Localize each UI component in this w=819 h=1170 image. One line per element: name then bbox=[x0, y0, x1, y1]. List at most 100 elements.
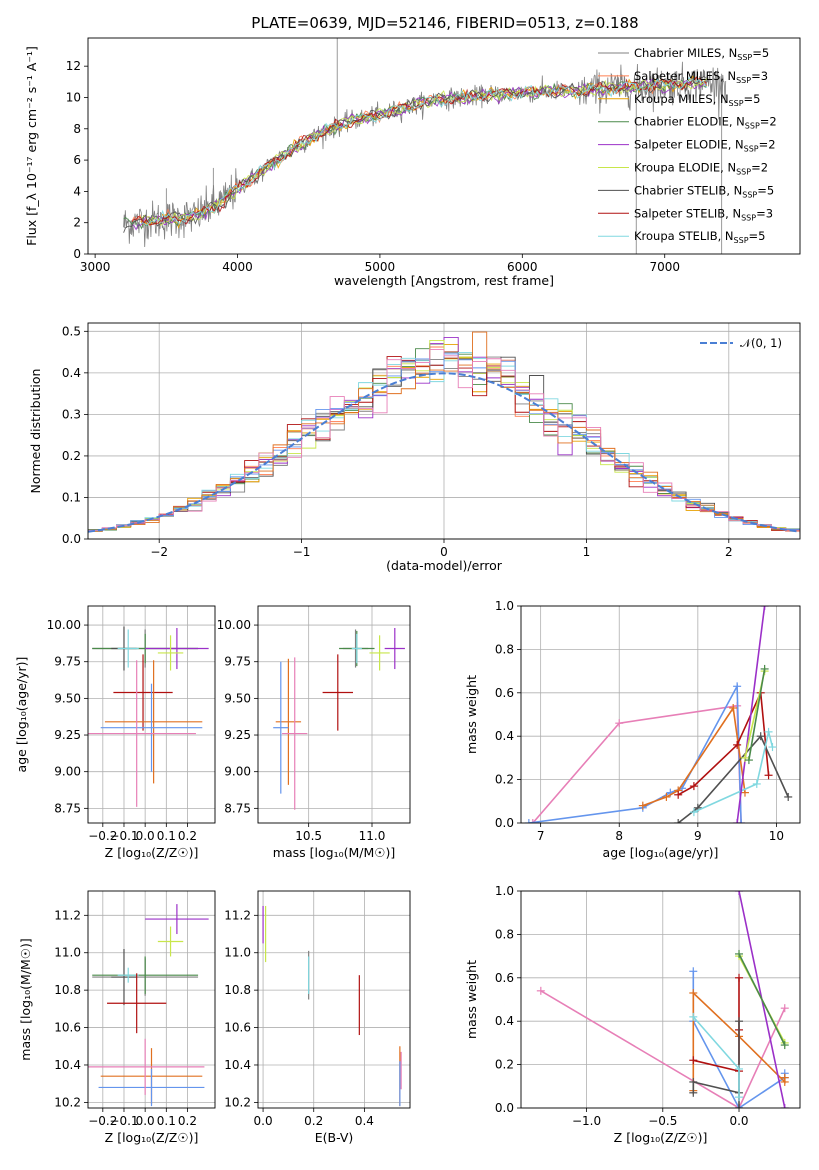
y-tick-label: 9.75 bbox=[54, 655, 81, 669]
weight-marker bbox=[735, 1064, 744, 1073]
y-tick-label: 9.75 bbox=[224, 655, 251, 669]
weight-series bbox=[642, 705, 746, 807]
data-point bbox=[145, 904, 209, 935]
x-tick-label: 5000 bbox=[365, 260, 396, 274]
x-tick-label: 9 bbox=[694, 829, 702, 843]
weight-marker bbox=[756, 732, 765, 741]
panel-mass_weight_vs_z: −1.0 −0.5 0.0 0.0 0.2 0.4 0.6 0.8 1.0 Z [log₁₀(Z/… bbox=[464, 884, 801, 1145]
panel-spectrum: 3000 4000 5000 6000 7000 0 2 4 6 8 10 12 wavelength … bbox=[24, 37, 801, 288]
x-tick-label: 0.2 bbox=[178, 1114, 197, 1128]
data-point bbox=[98, 1068, 205, 1107]
legend-label: Kroupa ELODIE, NSSP=2 bbox=[634, 161, 768, 177]
x-tick-label: 4000 bbox=[222, 260, 253, 274]
panel-age_vs_z: −0.2−0.10.0 0.1 0.2 8.75 9.00 9.25 9.50 9.75 10.… bbox=[14, 605, 216, 860]
data-point bbox=[107, 973, 167, 1034]
observed-spectrum bbox=[123, 61, 727, 248]
x-tick-label: −0.5 bbox=[648, 1114, 677, 1128]
axes-frame bbox=[87, 322, 801, 540]
data-point bbox=[275, 658, 302, 785]
y-tick-label: 10.6 bbox=[224, 1021, 251, 1035]
y-tick-label: 10.00 bbox=[217, 618, 251, 632]
x-tick-label: 1 bbox=[583, 545, 591, 559]
data-point bbox=[145, 627, 209, 670]
plot-area-mass_vs_z bbox=[88, 904, 209, 1107]
data-point bbox=[157, 926, 184, 957]
y-tick-label: 10.8 bbox=[54, 983, 81, 997]
weight-marker bbox=[615, 719, 624, 728]
y-tick-label: 11.0 bbox=[224, 946, 251, 960]
y-tick-label: 0.8 bbox=[495, 927, 514, 941]
legend-item: Salpeter ELODIE, NSSP=2 bbox=[598, 138, 776, 154]
plot-area-mass_weight_vs_z bbox=[536, 891, 789, 1108]
y-tick-label: 0.0 bbox=[495, 1101, 514, 1115]
plot-area-age_vs_mass bbox=[273, 627, 405, 810]
x-axis-label: wavelength [Angstrom, rest frame] bbox=[334, 273, 554, 288]
x-tick-label: 10.5 bbox=[295, 829, 322, 843]
weight-marker bbox=[689, 808, 698, 817]
data-point bbox=[351, 633, 362, 664]
data-point bbox=[104, 660, 203, 784]
model-spectrum bbox=[131, 76, 707, 226]
legend-label: 𝒩(0, 1) bbox=[740, 336, 782, 350]
y-tick-label: 0.0 bbox=[495, 816, 514, 830]
y-tick-label: 9.50 bbox=[224, 691, 251, 705]
legend-label: Chabrier MILES, NSSP=5 bbox=[634, 46, 769, 62]
weight-series bbox=[693, 731, 774, 813]
weight-marker bbox=[662, 792, 671, 801]
data-point bbox=[117, 629, 139, 668]
weight-marker bbox=[764, 771, 773, 780]
y-tick-label: 6 bbox=[73, 153, 81, 167]
data-point bbox=[369, 635, 390, 671]
data-point bbox=[88, 660, 196, 807]
weight-marker bbox=[735, 973, 744, 982]
data-point bbox=[322, 654, 353, 731]
weight-marker bbox=[528, 819, 537, 823]
x-axis-label: Z [log₁₀(Z/Z☉)] bbox=[614, 1130, 708, 1145]
y-tick-label: 8.75 bbox=[54, 801, 81, 815]
weight-series bbox=[528, 683, 742, 823]
legend-label: Salpeter STELIB, NSSP=3 bbox=[634, 206, 773, 222]
data-point bbox=[117, 967, 139, 983]
x-axis-label: age [log₁₀(age/yr)] bbox=[603, 845, 719, 860]
y-tick-label: 0.3 bbox=[62, 407, 81, 421]
x-tick-label: −1 bbox=[293, 545, 311, 559]
x-tick-label: 2 bbox=[725, 545, 733, 559]
weight-marker bbox=[674, 790, 683, 799]
y-tick-label: 0.4 bbox=[495, 729, 514, 743]
x-tick-label: 7000 bbox=[649, 260, 680, 274]
x-tick-label: 8 bbox=[615, 829, 623, 843]
y-tick-label: 11.0 bbox=[54, 946, 81, 960]
panel-residuals: −2 −1 0 1 2 0.0 0.1 0.2 0.3 0.4 0.5 (data-model)/er… bbox=[28, 322, 801, 573]
data-point bbox=[113, 654, 173, 731]
weight-marker bbox=[689, 1088, 698, 1097]
legend-label: Chabrier STELIB, NSSP=5 bbox=[634, 183, 774, 199]
data-point bbox=[282, 657, 308, 810]
weight-marker bbox=[735, 1104, 744, 1108]
x-tick-label: −0.2 bbox=[88, 829, 117, 843]
y-tick-label: 8 bbox=[73, 122, 81, 136]
x-tick-label: 3000 bbox=[80, 260, 111, 274]
x-tick-label: 0.0 bbox=[729, 1114, 748, 1128]
y-tick-label: 0.5 bbox=[62, 324, 81, 338]
legend-item: Kroupa MILES, NSSP=5 bbox=[598, 92, 760, 108]
y-tick-label: 0.6 bbox=[495, 686, 514, 700]
plot-area-mass_weight_vs_age bbox=[524, 606, 793, 823]
y-tick-label: 11.2 bbox=[224, 908, 251, 922]
x-tick-label: −0.1 bbox=[109, 1114, 138, 1128]
gaussian-curve bbox=[88, 372, 800, 533]
axes-frame bbox=[520, 890, 801, 1109]
y-tick-label: 9.25 bbox=[224, 728, 251, 742]
plot-area-spectrum bbox=[123, 38, 727, 254]
axes-frame bbox=[257, 890, 411, 1109]
weight-series bbox=[736, 606, 766, 823]
weight-marker bbox=[524, 819, 533, 823]
y-tick-label: 0.2 bbox=[62, 449, 81, 463]
y-tick-label: 10.4 bbox=[224, 1058, 251, 1072]
x-tick-label: −0.2 bbox=[88, 1114, 117, 1128]
x-tick-label: 0.1 bbox=[157, 829, 176, 843]
y-axis-label: mass weight bbox=[464, 675, 479, 754]
weight-marker bbox=[735, 891, 744, 895]
x-tick-label: 6000 bbox=[507, 260, 538, 274]
y-tick-label: 10.6 bbox=[54, 1021, 81, 1035]
legend-label: Kroupa MILES, NSSP=5 bbox=[634, 92, 760, 108]
